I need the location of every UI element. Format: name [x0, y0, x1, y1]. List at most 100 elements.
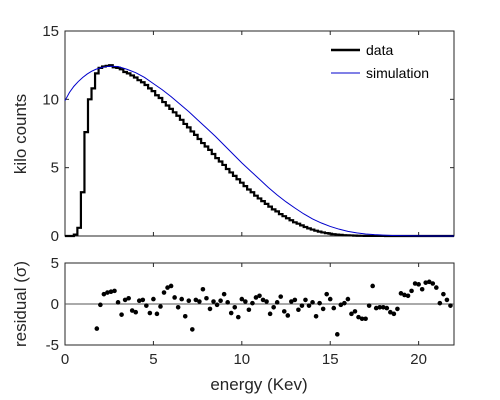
- bottom-x-tick-label: 0: [61, 351, 69, 368]
- residual-point: [136, 298, 142, 304]
- residual-point: [274, 300, 280, 305]
- residual-point: [430, 281, 436, 286]
- top-series-layer: [64, 64, 455, 238]
- residual-point: [140, 297, 146, 303]
- series-simulation-line: [64, 65, 455, 237]
- residual-point: [193, 297, 199, 303]
- residual-point: [423, 280, 429, 285]
- residual-point: [151, 296, 156, 302]
- residual-point: [441, 291, 446, 297]
- residual-point: [260, 297, 266, 303]
- residual-point: [214, 302, 220, 308]
- residual-point: [402, 292, 407, 298]
- residual-point: [165, 285, 170, 290]
- residual-point: [317, 300, 322, 306]
- bottom-y-tick-label: -5: [46, 337, 59, 354]
- residual-point: [370, 283, 375, 289]
- residual-point: [221, 291, 227, 297]
- residual-point: [197, 299, 202, 304]
- residual-point: [122, 297, 128, 303]
- residual-point: [232, 304, 238, 310]
- residual-point: [211, 299, 216, 304]
- residual-point: [278, 294, 284, 299]
- residual-point: [416, 282, 421, 287]
- residual-point: [228, 310, 234, 316]
- residual-point: [391, 311, 397, 317]
- residual-point: [246, 307, 252, 313]
- residual-point: [363, 316, 368, 322]
- x-axis-label: energy (Kev): [210, 375, 307, 394]
- series-data-line: [65, 64, 454, 238]
- residual-point: [119, 312, 124, 317]
- residual-point: [218, 298, 223, 304]
- residual-point: [434, 285, 439, 290]
- residual-point: [292, 297, 298, 303]
- residual-point: [264, 299, 269, 304]
- residual-point: [296, 307, 301, 313]
- residual-point: [395, 306, 400, 312]
- residual-point: [448, 303, 453, 308]
- residual-point: [335, 332, 340, 337]
- residual-point: [129, 308, 135, 313]
- residual-point: [320, 306, 326, 312]
- residual-point: [345, 296, 351, 302]
- residual-point: [250, 300, 255, 306]
- residual-point: [373, 305, 379, 311]
- residual-point: [175, 304, 181, 310]
- top-y-axis-label: kilo counts: [11, 94, 30, 174]
- bottom-y-tick-label: 0: [51, 296, 59, 313]
- residual-point: [168, 283, 174, 289]
- top-y-tick-label: 15: [42, 23, 59, 40]
- bottom-y-tick-label: 5: [51, 255, 59, 272]
- residual-point: [388, 309, 393, 315]
- residual-point: [133, 309, 139, 315]
- residual-point: [409, 288, 414, 294]
- residual-point: [313, 314, 319, 319]
- top-y-tick-label: 5: [51, 160, 59, 177]
- residual-point: [405, 293, 411, 299]
- residual-point: [190, 327, 195, 332]
- residual-point: [200, 286, 206, 292]
- residual-point: [98, 302, 103, 308]
- residual-point: [398, 291, 404, 296]
- bottom-x-tick-label: 5: [149, 351, 157, 368]
- residual-point: [179, 296, 184, 302]
- legend-frame: [322, 38, 446, 86]
- residual-point: [144, 303, 149, 308]
- residual-point: [182, 314, 188, 319]
- residual-point: [327, 296, 333, 302]
- bottom-axis-ticks: 0 5 10 15 20-505: [46, 255, 454, 368]
- residual-point: [338, 302, 344, 308]
- legend-data-label: data: [366, 42, 393, 58]
- residual-point: [299, 303, 305, 308]
- residual-point: [154, 311, 160, 317]
- residual-point: [324, 291, 329, 297]
- bottom-x-tick-label: 10: [233, 351, 250, 368]
- residual-point: [419, 286, 425, 292]
- residual-point: [349, 311, 354, 317]
- residual-point: [147, 310, 153, 316]
- residual-point: [271, 304, 276, 310]
- residual-point: [225, 300, 230, 305]
- residual-point: [412, 281, 418, 286]
- residual-point: [158, 304, 163, 309]
- top-y-tick-label: 0: [51, 228, 59, 245]
- residual-point: [356, 314, 361, 320]
- residual-point: [289, 299, 294, 304]
- residual-point: [112, 288, 117, 294]
- residual-point: [303, 297, 308, 303]
- residual-point: [331, 305, 337, 311]
- residual-point: [172, 295, 177, 300]
- residual-point: [310, 300, 315, 305]
- residual-point: [366, 303, 372, 308]
- residual-point: [377, 304, 383, 310]
- residual-point: [105, 290, 110, 295]
- residual-point: [437, 300, 443, 306]
- residual-point: [161, 290, 167, 295]
- bottom-panel: 0 5 10 15 20-505 residual (σ) energy (Kev): [11, 255, 455, 394]
- residual-point: [352, 309, 358, 314]
- top-y-tick-label: 10: [42, 91, 59, 108]
- residual-point: [186, 298, 192, 304]
- residual-point: [380, 304, 386, 310]
